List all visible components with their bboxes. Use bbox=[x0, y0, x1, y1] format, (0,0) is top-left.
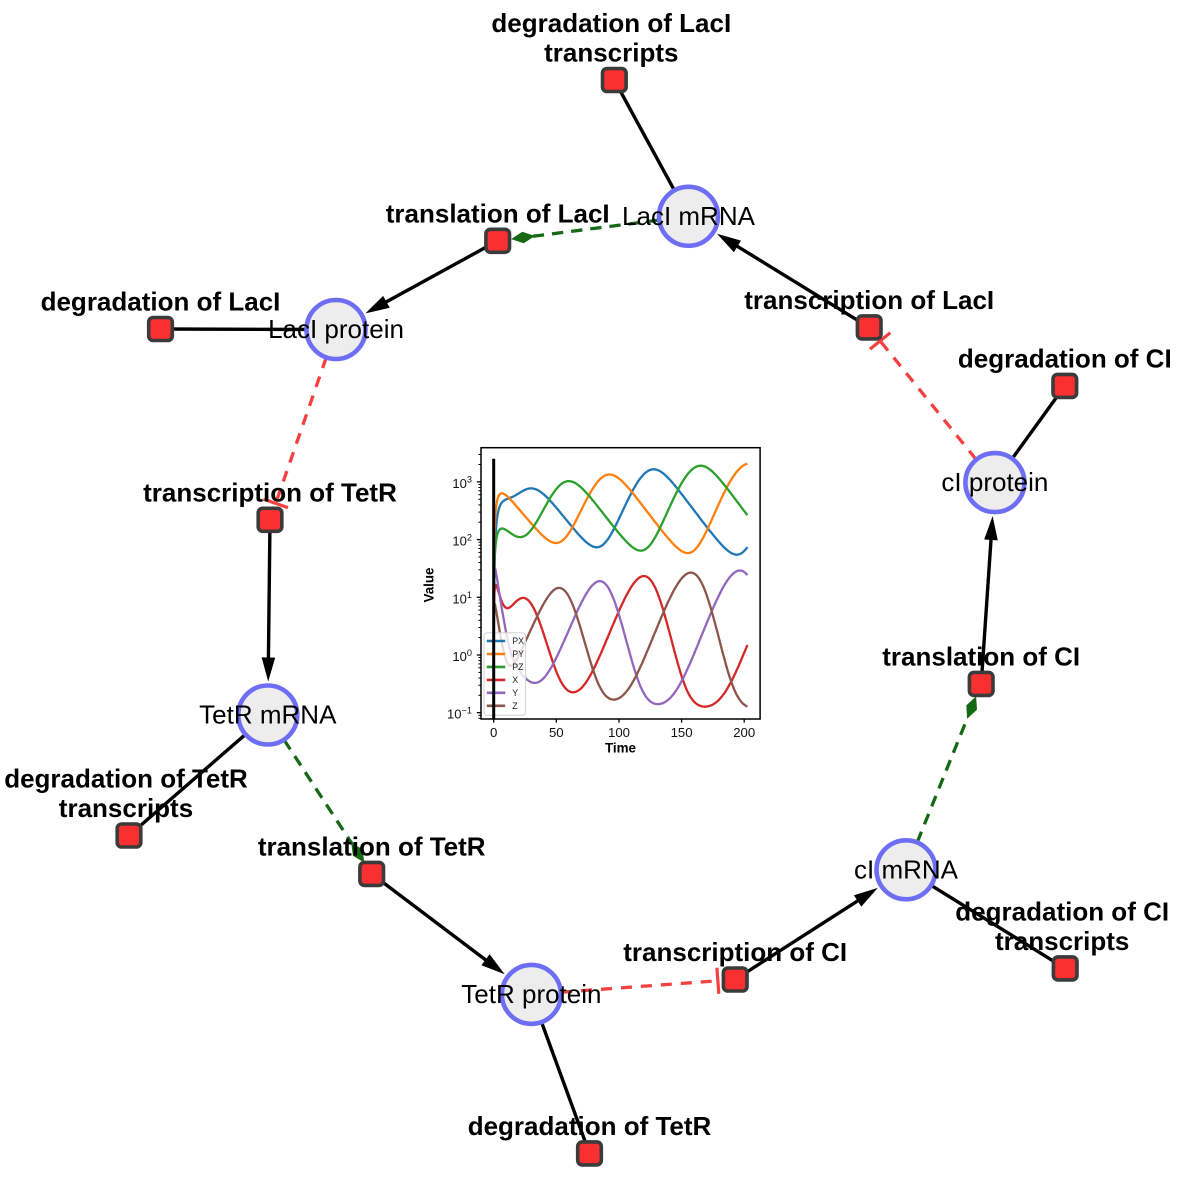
svg-text:transcription of TetR: transcription of TetR bbox=[143, 477, 397, 507]
svg-text:cI mRNA: cI mRNA bbox=[854, 854, 959, 884]
svg-text:Z: Z bbox=[512, 701, 518, 711]
svg-text:transcripts: transcripts bbox=[59, 793, 193, 823]
svg-text:degradation of TetR: degradation of TetR bbox=[4, 764, 248, 794]
svg-text:150: 150 bbox=[671, 725, 693, 740]
svg-text:LacI protein: LacI protein bbox=[268, 314, 404, 344]
svg-text:translation of TetR: translation of TetR bbox=[258, 831, 486, 861]
svg-text:transcripts: transcripts bbox=[544, 38, 678, 68]
svg-text:TetR mRNA: TetR mRNA bbox=[199, 700, 337, 730]
svg-text:100: 100 bbox=[608, 725, 630, 740]
svg-text:degradation of TetR: degradation of TetR bbox=[468, 1111, 712, 1141]
svg-text:translation of CI: translation of CI bbox=[882, 641, 1080, 671]
svg-text:transcripts: transcripts bbox=[995, 926, 1129, 956]
svg-text:PZ: PZ bbox=[512, 662, 524, 672]
svg-text:transcription of LacI: transcription of LacI bbox=[744, 285, 994, 315]
svg-text:Value: Value bbox=[422, 568, 437, 603]
svg-text:50: 50 bbox=[549, 725, 564, 740]
svg-text:degradation of LacI: degradation of LacI bbox=[491, 8, 731, 38]
svg-text:degradation of CI: degradation of CI bbox=[955, 896, 1169, 926]
svg-text:TetR protein: TetR protein bbox=[461, 979, 601, 1009]
svg-text:degradation of CI: degradation of CI bbox=[958, 343, 1172, 373]
svg-text:200: 200 bbox=[733, 725, 755, 740]
svg-text:transcription of CI: transcription of CI bbox=[623, 937, 847, 967]
svg-text:degradation of LacI: degradation of LacI bbox=[41, 287, 281, 317]
svg-text:PY: PY bbox=[512, 649, 524, 659]
svg-text:0: 0 bbox=[490, 725, 497, 740]
svg-text:PX: PX bbox=[512, 636, 524, 646]
svg-text:Y: Y bbox=[512, 688, 518, 698]
svg-text:translation of LacI: translation of LacI bbox=[386, 198, 610, 228]
svg-text:X: X bbox=[512, 675, 518, 685]
svg-text:Time: Time bbox=[605, 741, 636, 756]
svg-text:cI protein: cI protein bbox=[941, 467, 1048, 497]
svg-text:LacI mRNA: LacI mRNA bbox=[622, 201, 756, 231]
